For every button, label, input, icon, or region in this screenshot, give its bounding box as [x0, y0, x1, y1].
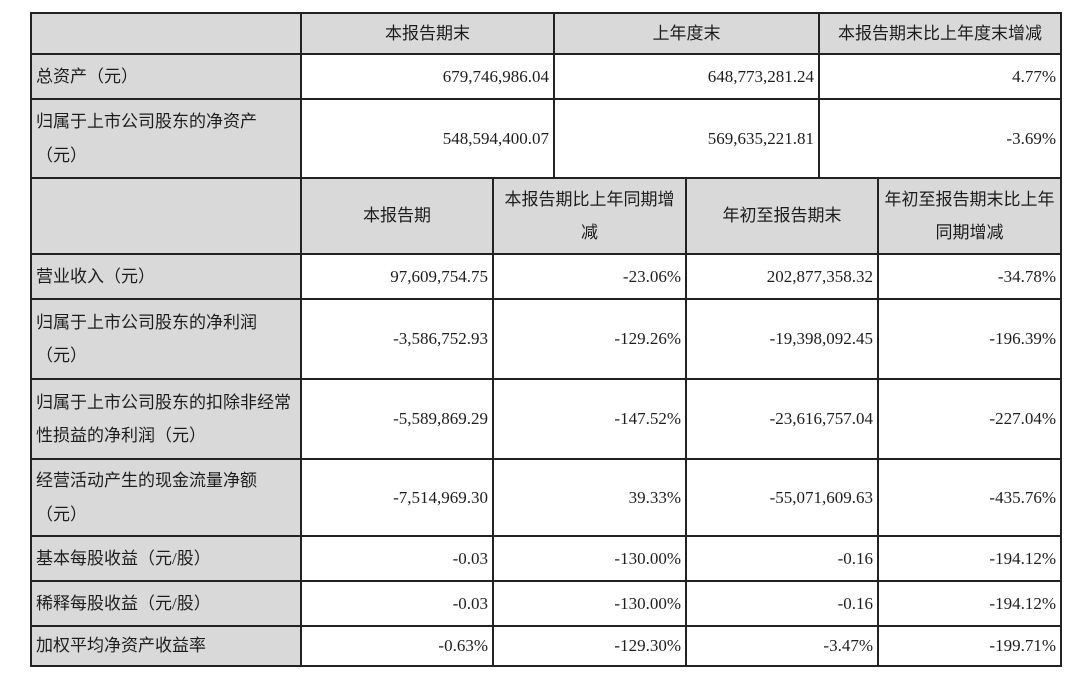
cell-value: 4.77%: [818, 53, 1062, 100]
cell-value: -0.03: [300, 535, 494, 582]
income-header-corner: [30, 177, 302, 255]
table-row-diluted-eps: 稀释每股收益（元/股） -0.03 -130.00% -0.16 -194.12…: [30, 580, 1062, 627]
income-summary-table: 本报告期 本报告期比上年同期增减 年初至报告期末 年初至报告期末比上年同期增减 …: [30, 177, 1062, 667]
cell-value: -23.06%: [492, 253, 687, 300]
balance-header-row: 本报告期末 上年度末 本报告期末比上年度末增减: [30, 12, 1062, 55]
balance-header-prior-year-end: 上年度末: [553, 12, 820, 55]
row-label: 稀释每股收益（元/股）: [30, 580, 302, 627]
cell-value: -3,586,752.93: [300, 298, 494, 380]
cell-value: -0.03: [300, 580, 494, 627]
cell-value: -196.39%: [877, 298, 1062, 380]
table-row-net-assets: 归属于上市公司股东的净资产（元） 548,594,400.07 569,635,…: [30, 98, 1062, 179]
cell-value: -19,398,092.45: [685, 298, 879, 380]
cell-value: -199.71%: [877, 625, 1062, 667]
cell-value: -0.16: [685, 535, 879, 582]
row-label: 总资产（元）: [30, 53, 302, 100]
cell-value: -435.76%: [877, 458, 1062, 537]
income-header-ytd: 年初至报告期末: [685, 177, 879, 255]
cell-value: 679,746,986.04: [300, 53, 555, 100]
income-header-current-period: 本报告期: [300, 177, 494, 255]
income-header-ytd-change: 年初至报告期末比上年同期增减: [877, 177, 1062, 255]
row-label: 归属于上市公司股东的净资产（元）: [30, 98, 302, 179]
cell-value: 569,635,221.81: [553, 98, 820, 179]
cell-value: -7,514,969.30: [300, 458, 494, 537]
cell-value: -55,071,609.63: [685, 458, 879, 537]
cell-value: -129.26%: [492, 298, 687, 380]
table-row-operating-cash-flow: 经营活动产生的现金流量净额（元） -7,514,969.30 39.33% -5…: [30, 458, 1062, 537]
table-row-net-profit-excl-nonrecurring: 归属于上市公司股东的扣除非经常性损益的净利润（元） -5,589,869.29 …: [30, 378, 1062, 460]
cell-value: -0.63%: [300, 625, 494, 667]
cell-value: 548,594,400.07: [300, 98, 555, 179]
row-label: 经营活动产生的现金流量净额（元）: [30, 458, 302, 537]
cell-value: 202,877,358.32: [685, 253, 879, 300]
balance-header-current-period-end: 本报告期末: [300, 12, 555, 55]
balance-summary-table: 本报告期末 上年度末 本报告期末比上年度末增减 总资产（元） 679,746,9…: [30, 12, 1062, 179]
cell-value: -0.16: [685, 580, 879, 627]
table-row-total-assets: 总资产（元） 679,746,986.04 648,773,281.24 4.7…: [30, 53, 1062, 100]
cell-value: -23,616,757.04: [685, 378, 879, 460]
row-label: 归属于上市公司股东的扣除非经常性损益的净利润（元）: [30, 378, 302, 460]
balance-header-change: 本报告期末比上年度末增减: [818, 12, 1062, 55]
cell-value: -130.00%: [492, 580, 687, 627]
row-label: 营业收入（元）: [30, 253, 302, 300]
cell-value: -3.47%: [685, 625, 879, 667]
balance-header-corner: [30, 12, 302, 55]
cell-value: -34.78%: [877, 253, 1062, 300]
cell-value: -194.12%: [877, 580, 1062, 627]
table-row-net-profit: 归属于上市公司股东的净利润（元） -3,586,752.93 -129.26% …: [30, 298, 1062, 380]
cell-value: 648,773,281.24: [553, 53, 820, 100]
cell-value: 97,609,754.75: [300, 253, 494, 300]
cell-value: -227.04%: [877, 378, 1062, 460]
income-header-yoy-change: 本报告期比上年同期增减: [492, 177, 687, 255]
cell-value: 39.33%: [492, 458, 687, 537]
cell-value: -3.69%: [818, 98, 1062, 179]
table-row-revenue: 营业收入（元） 97,609,754.75 -23.06% 202,877,35…: [30, 253, 1062, 300]
row-label: 加权平均净资产收益率: [30, 625, 302, 667]
cell-value: -5,589,869.29: [300, 378, 494, 460]
table-row-weighted-avg-roe: 加权平均净资产收益率 -0.63% -129.30% -3.47% -199.7…: [30, 625, 1062, 667]
cell-value: -194.12%: [877, 535, 1062, 582]
cell-value: -130.00%: [492, 535, 687, 582]
income-header-row: 本报告期 本报告期比上年同期增减 年初至报告期末 年初至报告期末比上年同期增减: [30, 177, 1062, 255]
cell-value: -147.52%: [492, 378, 687, 460]
table-row-basic-eps: 基本每股收益（元/股） -0.03 -130.00% -0.16 -194.12…: [30, 535, 1062, 582]
row-label: 归属于上市公司股东的净利润（元）: [30, 298, 302, 380]
cell-value: -129.30%: [492, 625, 687, 667]
row-label: 基本每股收益（元/股）: [30, 535, 302, 582]
